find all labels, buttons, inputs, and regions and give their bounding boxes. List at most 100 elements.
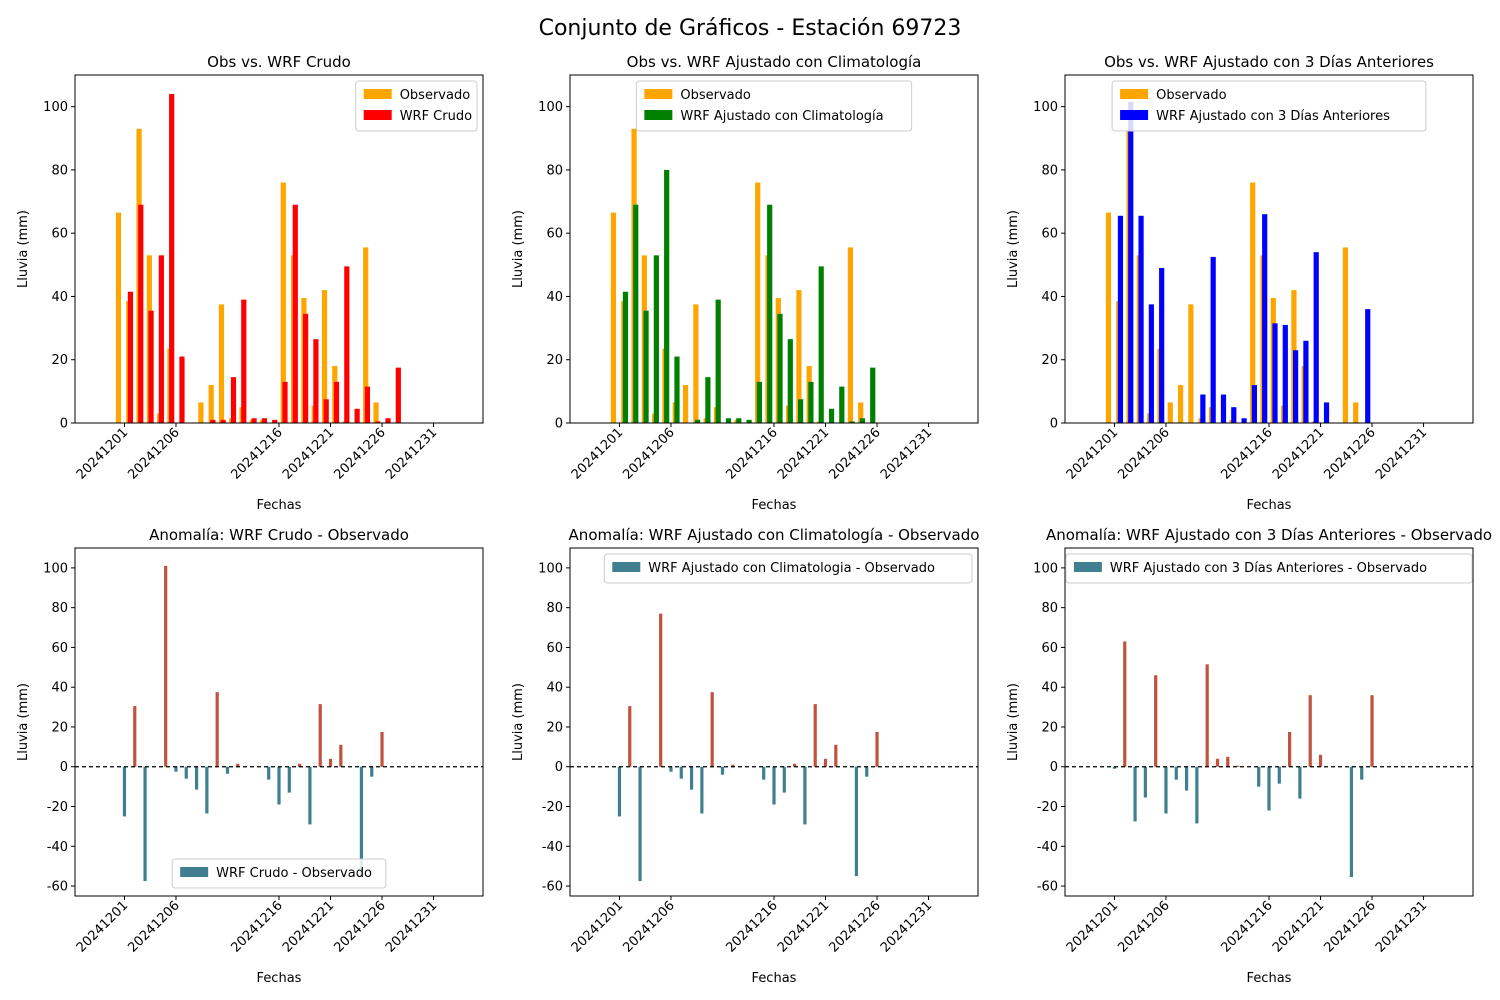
bar (731, 764, 735, 767)
y-axis-label: Lluvia (mm) (511, 683, 526, 761)
y-tick-label: 20 (1041, 353, 1058, 368)
bar (308, 766, 312, 825)
y-tick-label: 80 (1041, 601, 1058, 616)
legend-swatch (644, 89, 673, 99)
legend-frame (171, 858, 387, 889)
y-tick-label: 80 (51, 601, 68, 616)
x-tick-label: 20241216 (228, 898, 285, 955)
bar (363, 247, 369, 423)
bar (323, 399, 329, 423)
x-tick-label: 20241226 (1321, 425, 1378, 482)
bar (1267, 766, 1271, 811)
bar (1293, 350, 1299, 423)
x-tick-label: 20241231 (383, 898, 440, 955)
bar (373, 402, 379, 423)
y-tick-label: 0 (60, 760, 68, 775)
legend-swatch (180, 867, 209, 877)
y-axis-label: Lluvia (mm) (1006, 210, 1021, 288)
bar (1105, 212, 1112, 423)
bar (1205, 664, 1209, 767)
bar (694, 419, 701, 423)
y-tick-label: 80 (546, 601, 563, 616)
bar (767, 204, 773, 423)
x-tick-label: 20241201 (1064, 425, 1121, 482)
legend-label: Observado (680, 88, 751, 103)
bar (158, 255, 164, 423)
bar (292, 204, 298, 423)
bar (793, 763, 797, 767)
bar (653, 255, 659, 423)
y-tick-label: 60 (51, 227, 68, 242)
bar (115, 212, 122, 423)
bar (782, 766, 786, 793)
bar (354, 408, 360, 423)
x-axis-label: Fechas (1247, 971, 1292, 986)
x-tick-label: 20241221 (1270, 425, 1327, 482)
bar (720, 766, 725, 775)
bar (1250, 182, 1256, 423)
x-tick-label: 20241216 (1218, 425, 1275, 482)
bar (1313, 252, 1319, 423)
series-2 (622, 169, 876, 423)
bar (777, 313, 783, 423)
y-tick-label: 20 (51, 353, 68, 368)
legend-label: WRF Ajustado con 3 Días Anteriores - Obs… (1110, 561, 1427, 576)
bar (236, 763, 240, 767)
y-tick-label: 40 (51, 681, 68, 696)
legend-swatch (1120, 110, 1149, 120)
bar (755, 182, 761, 423)
bar (261, 418, 267, 423)
legend-label: Observado (1156, 88, 1227, 103)
bar (333, 381, 340, 423)
bar (138, 204, 144, 423)
bar (622, 291, 629, 423)
bar (705, 377, 711, 423)
series-1 (122, 565, 384, 882)
bar (803, 766, 807, 825)
legend: WRF Crudo - Observado (171, 858, 387, 889)
bar (756, 381, 762, 423)
bar (1143, 766, 1147, 798)
legend: WRF Ajustado con 3 Días Anteriores - Obs… (1065, 553, 1473, 584)
bar (787, 339, 793, 423)
bar (1251, 385, 1257, 423)
y-tick-label: -60 (47, 880, 68, 895)
series-1 (610, 128, 864, 423)
y-axis-label: Lluvia (mm) (511, 210, 526, 288)
legend-frame (603, 553, 973, 584)
y-tick-label: -60 (1037, 880, 1058, 895)
bar (689, 766, 694, 790)
bar (122, 766, 127, 817)
y-tick-label: 40 (546, 681, 563, 696)
bar (1298, 766, 1302, 799)
legend: Observado WRF Crudo (355, 80, 478, 132)
bar (364, 386, 371, 423)
y-tick-label: -40 (542, 840, 563, 855)
bar (370, 766, 374, 777)
bar (1282, 324, 1288, 423)
x-tick-label: 20241216 (723, 898, 780, 955)
bar (1210, 256, 1216, 423)
x-tick-label: 20241206 (620, 898, 677, 955)
y-tick-label: 0 (555, 760, 563, 775)
bar (1241, 418, 1247, 423)
bar (215, 692, 219, 767)
y-tick-label: 0 (60, 417, 68, 432)
bar (1342, 247, 1349, 423)
y-tick-label: 20 (546, 720, 563, 735)
bar (169, 93, 175, 423)
legend-swatch (363, 89, 392, 99)
bar (1308, 695, 1312, 767)
legend: Observado WRF Ajustado con 3 Días Anterio… (1111, 80, 1427, 132)
x-tick-label: 20241231 (383, 425, 440, 482)
legend-swatch (612, 562, 641, 572)
x-tick-label: 20241206 (1115, 425, 1172, 482)
x-axis-label: Fechas (1247, 498, 1292, 513)
bar (633, 204, 639, 423)
bar (1138, 215, 1144, 423)
series-2 (1117, 101, 1371, 423)
bar (796, 290, 802, 423)
bar (1349, 766, 1354, 878)
